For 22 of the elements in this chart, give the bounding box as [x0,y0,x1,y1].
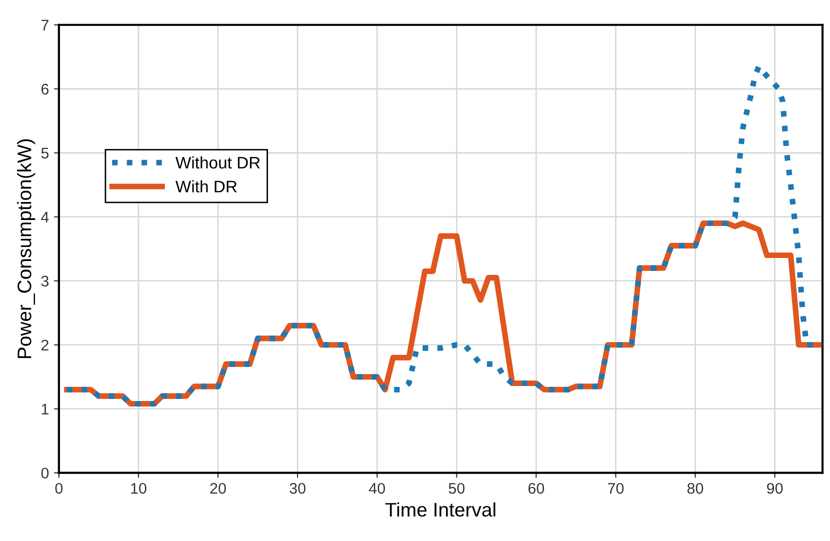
y-tick-label: 1 [42,404,48,414]
y-tick-label: 5 [41,148,49,159]
x-tick-label: 90 [767,482,783,494]
y-axis-title: Power_Consumption(kW) [17,139,36,358]
y-tick-label: 6 [41,84,49,95]
x-tick-label: 30 [290,482,306,494]
x-tick-label: 70 [608,482,624,494]
y-tick-label: 0 [41,468,49,479]
y-tick-label: 7 [41,20,48,30]
x-tick-label: 20 [210,482,226,494]
legend-label: Without DR [176,156,260,169]
x-tick-label: 0 [55,482,63,494]
y-tick-label: 3 [41,276,49,287]
x-tick-label: 60 [528,482,544,494]
y-tick-label: 2 [41,340,48,350]
y-tick-label: 4 [41,212,49,222]
legend-label: With DR [176,180,237,192]
x-tick-label: 50 [448,482,465,494]
x-tick-label: 10 [131,482,146,494]
x-tick-label: 80 [687,482,704,494]
x-axis-title: Time Interval [385,502,496,517]
x-tick-label: 40 [368,482,385,494]
